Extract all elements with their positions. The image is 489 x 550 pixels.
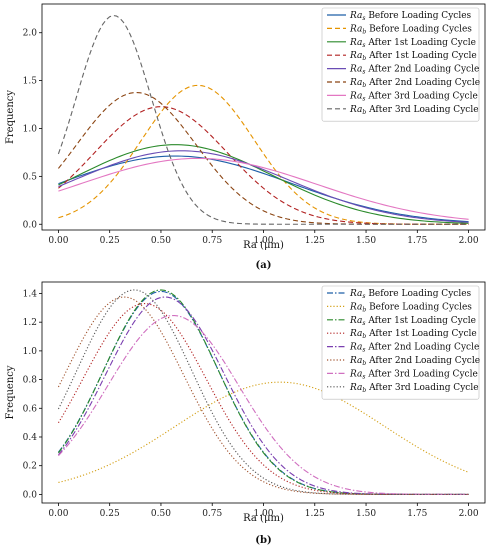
- y-tick-label: 0.4: [23, 433, 38, 443]
- legend-entry: Ras After 3rd Loading Cycle: [349, 91, 478, 102]
- series-line-5: [57, 296, 469, 495]
- series-line-6: [58, 157, 469, 220]
- series-line-6: [58, 314, 469, 495]
- y-tick-label: 0.2: [23, 462, 37, 472]
- x-tick-label: 1.25: [305, 236, 325, 246]
- y-tick-label: 1.4: [23, 289, 38, 299]
- chart-panel-0: 0.00 0.25 0.50 0.75 1.00 1.25 1.50 1.75 2.00 0.0 0…: [5, 3, 486, 271]
- x-tick-label: 0.00: [48, 509, 68, 519]
- legend-entry: Ras Before Loading Cycles: [349, 289, 472, 300]
- panel-label: (b): [255, 535, 271, 546]
- x-tick-label: 1.50: [356, 236, 376, 246]
- x-tick-label: 0.75: [202, 236, 222, 246]
- x-axis-label: Ra (μm): [243, 240, 284, 251]
- x-tick-label: 0.75: [202, 509, 222, 519]
- y-tick-label: 0.0: [23, 220, 38, 230]
- y-tick-label: 2.0: [23, 29, 38, 39]
- series-line-7: [57, 289, 469, 495]
- legend-entry: Rab After 1st Loading Cycle: [349, 51, 477, 62]
- legend-box: [321, 7, 480, 122]
- y-axis-label: Frequency: [5, 90, 16, 144]
- y-tick-label: 0.0: [23, 490, 38, 500]
- series-line-7: [57, 14, 469, 225]
- legend-entry: Rab After 3rd Loading Cycle: [349, 383, 479, 394]
- legend: Ras Before Loading Cycles Rab Before Load…: [321, 7, 480, 122]
- legend-entry: Ras After 1st Loading Cycle: [349, 38, 476, 49]
- x-tick-label: 0.25: [100, 236, 120, 246]
- x-axis-label: Ra (μm): [243, 513, 284, 524]
- x-tick-label: 0.00: [48, 236, 68, 246]
- legend-entry: Rab After 2nd Loading Cycle: [349, 356, 480, 367]
- y-tick-label: 1.2: [23, 318, 37, 328]
- legend-entry: Rab After 2nd Loading Cycle: [349, 78, 480, 89]
- legend-entry: Ras After 3rd Loading Cycle: [349, 369, 478, 380]
- x-tick-label: 1.25: [305, 509, 325, 519]
- x-tick-label: 1.75: [407, 236, 427, 246]
- y-tick-label: 0.5: [23, 172, 38, 182]
- legend-entry: Ras After 1st Loading Cycle: [349, 316, 476, 327]
- legend-entry: Rab Before Loading Cycles: [349, 302, 472, 313]
- x-tick-label: 1.75: [407, 509, 427, 519]
- chart-panel-1: 0.00 0.25 0.50 0.75 1.00 1.25 1.50 1.75 2.00 0.0 0…: [5, 281, 486, 546]
- legend-entry: Rab After 1st Loading Cycle: [349, 329, 477, 340]
- y-tick-label: 1.5: [23, 77, 38, 87]
- x-tick-label: 1.00: [253, 509, 273, 519]
- series-line-3: [58, 106, 469, 225]
- panel-label: (a): [256, 260, 272, 271]
- x-tick-label: 0.50: [151, 509, 171, 519]
- x-tick-label: 2.00: [459, 509, 479, 519]
- legend: Ras Before Loading Cycles Rab Before Load…: [321, 285, 480, 400]
- y-axis-label: Frequency: [5, 365, 16, 419]
- series-line-4: [58, 150, 469, 223]
- x-tick-label: 1.00: [253, 236, 273, 246]
- x-tick-label: 1.50: [356, 509, 376, 519]
- series-line-2: [58, 144, 469, 224]
- legend-entry: Ras After 2nd Loading Cycle: [349, 343, 479, 354]
- legend-entry: Rab Before Loading Cycles: [349, 24, 472, 35]
- y-tick-label: 1.0: [23, 124, 38, 134]
- legend-box: [321, 285, 480, 400]
- x-tick-label: 2.00: [459, 236, 479, 246]
- x-tick-label: 0.25: [100, 509, 120, 519]
- legend-entry: Ras After 2nd Loading Cycle: [349, 65, 479, 76]
- legend-entry: Rab After 3rd Loading Cycle: [349, 105, 479, 116]
- y-tick-label: 0.8: [23, 376, 38, 386]
- y-tick-label: 1.0: [23, 347, 38, 357]
- legend-entry: Ras Before Loading Cycles: [349, 11, 472, 22]
- x-tick-label: 0.50: [151, 236, 171, 246]
- y-tick-label: 0.6: [23, 404, 38, 414]
